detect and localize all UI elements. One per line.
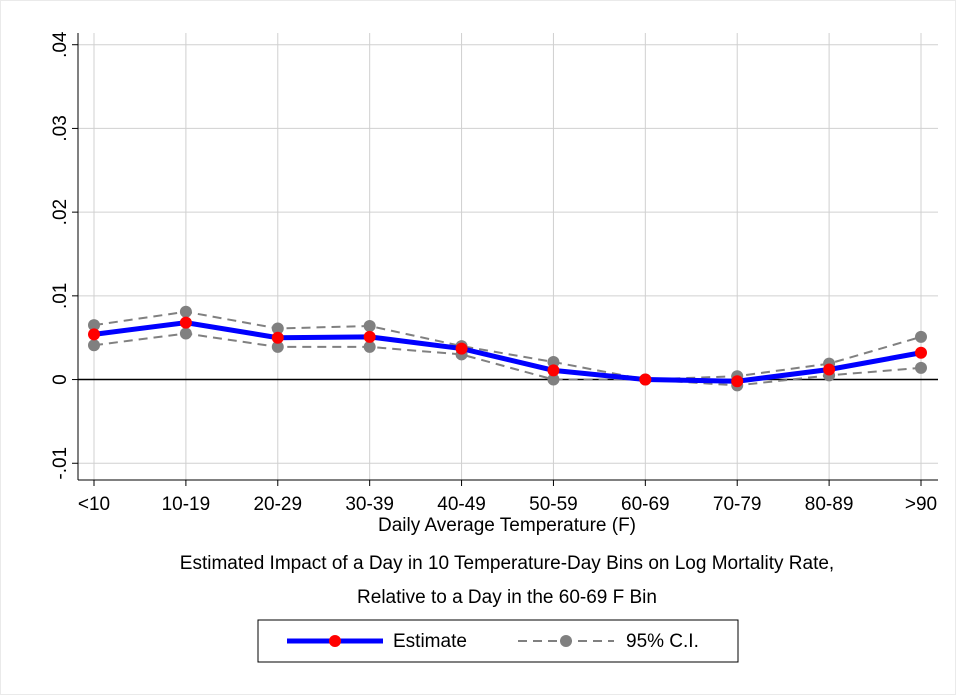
x-tick-label: 30-39: [345, 494, 394, 515]
y-tick-label: .01: [50, 283, 71, 309]
x-tick-label: 50-59: [529, 494, 578, 515]
ci-upper: [93, 310, 922, 381]
ci-upper-marker: [915, 330, 927, 343]
legend-swatch: [329, 635, 341, 647]
legend-swatch: [560, 635, 572, 647]
y-tick-label: 0: [50, 374, 71, 385]
x-tick-label: 80-89: [805, 494, 854, 515]
ci-upper-marker: [88, 319, 100, 332]
estimate-line-marker: [88, 328, 100, 341]
ci-lower-marker: [271, 340, 284, 353]
y-tick-label: .03: [50, 115, 71, 141]
estimate-line-marker: [915, 346, 927, 359]
ci-upper-marker: [363, 319, 376, 332]
x-tick-label: 40-49: [437, 494, 486, 515]
y-tick-label: -.01: [50, 447, 71, 480]
note: Estimated Impact of a Day in 10 Temperat…: [180, 553, 834, 574]
x-tick-label: 20-29: [253, 494, 302, 515]
note: Relative to a Day in the 60-69 F Bin: [357, 587, 657, 608]
y-tick-label: .04: [50, 31, 71, 58]
legend-label: 95% C.I.: [626, 631, 699, 652]
ci-lower-marker: [915, 361, 927, 374]
ci-lower: [93, 332, 922, 387]
estimate-line-marker: [639, 373, 652, 386]
estimate-line-marker: [731, 375, 744, 388]
x-tick-label: 60-69: [621, 494, 670, 515]
ci-upper-marker: [547, 355, 560, 368]
estimate-line-marker: [823, 363, 836, 376]
estimate-line-marker: [455, 342, 468, 355]
ci-upper-marker: [179, 305, 192, 318]
x-tick-label: 10-19: [162, 494, 211, 515]
x-tick-label: >90: [905, 494, 937, 515]
estimate-line-marker: [179, 316, 192, 329]
x-axis-label: Daily Average Temperature (F): [378, 515, 636, 536]
estimate-line-marker: [363, 330, 376, 343]
ci-upper-marker: [271, 322, 284, 335]
ci-lower-marker: [547, 373, 560, 386]
legend-label: Estimate: [393, 631, 467, 652]
x-tick-label: 70-79: [713, 494, 762, 515]
estimate-line-marker: [271, 331, 284, 344]
estimate-line: [93, 320, 922, 384]
estimate-line-marker: [547, 364, 560, 377]
ci-lower-marker: [88, 339, 100, 352]
x-tick-label: <10: [78, 494, 110, 515]
ci-lower-marker: [363, 340, 376, 353]
y-tick-label: .02: [50, 199, 71, 225]
ci-lower-marker: [179, 327, 192, 340]
